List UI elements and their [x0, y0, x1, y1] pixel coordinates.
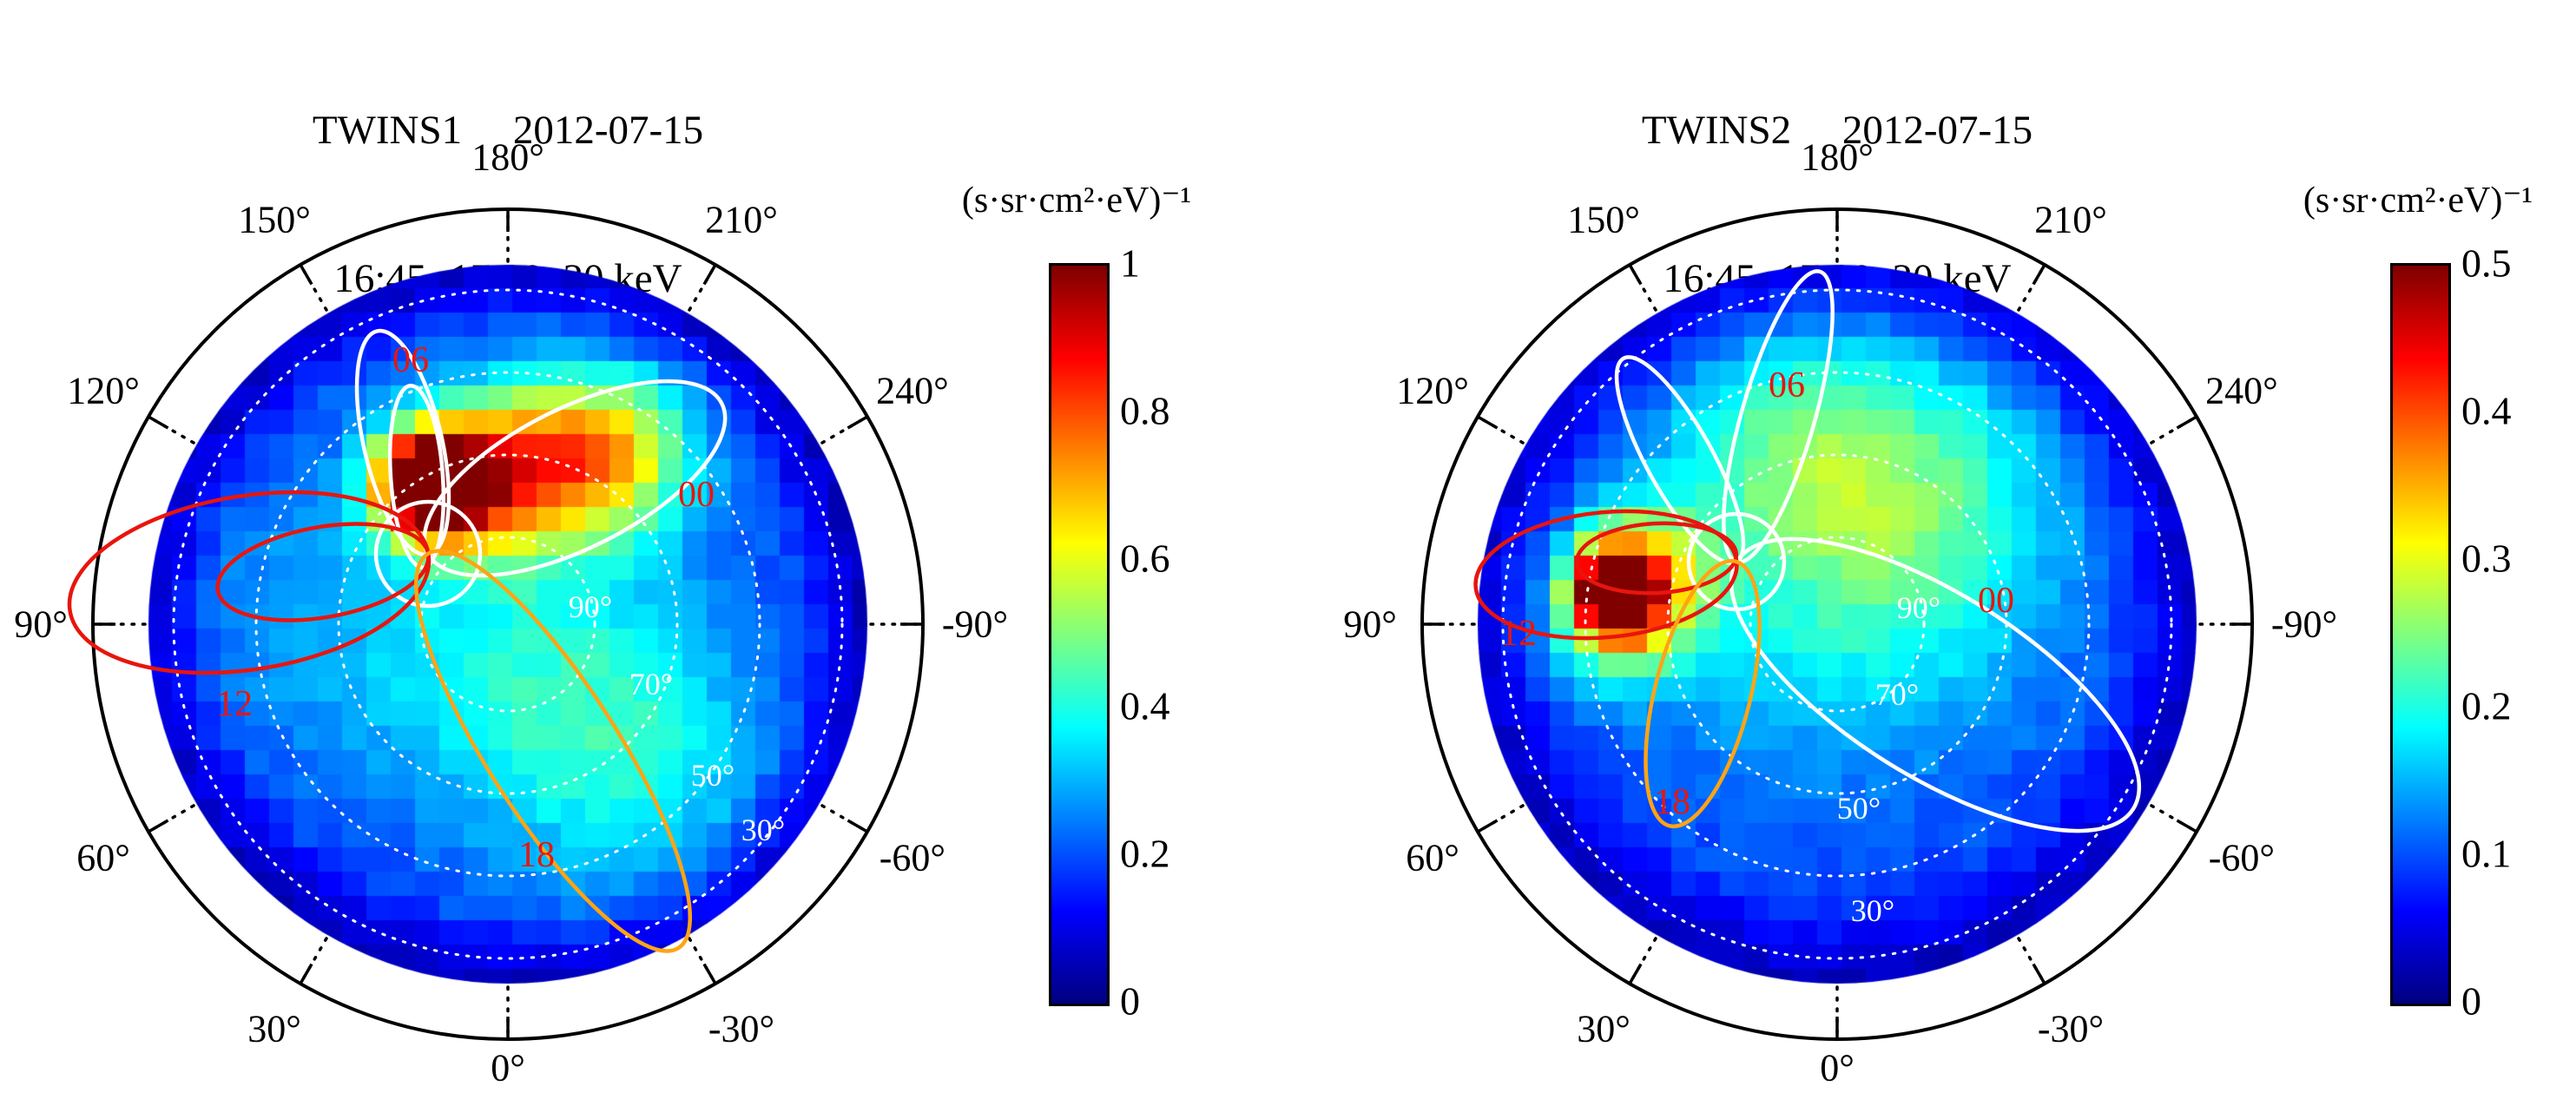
twins1-colorbar-unit-label: (s·sr·cm²·eV)⁻¹ — [961, 181, 1192, 221]
azimuth-label: 0° — [1820, 1047, 1855, 1090]
azimuth-label: 0° — [491, 1047, 525, 1090]
twins1-colorbar — [1049, 263, 1110, 1006]
azimuth-label: 30° — [247, 1007, 301, 1050]
azimuth-label: -90° — [2271, 603, 2337, 646]
colorbar-tick-label: 0.6 — [1120, 536, 1170, 581]
twins2-colorbar — [2390, 263, 2451, 1006]
azimuth-label: -60° — [2209, 837, 2275, 879]
colorbar-tick-label: 0.4 — [1120, 683, 1170, 728]
twins2-title-line1: TWINS2 2012-07-15 — [1641, 108, 2033, 153]
azimuth-label: 90° — [1343, 603, 1397, 646]
twins2-colorbar-unit-label: (s·sr·cm²·eV)⁻¹ — [2303, 181, 2533, 221]
colorbar-tick-label: 0 — [2461, 978, 2481, 1024]
colorbar-tick-label: 1 — [1120, 240, 1140, 286]
azimuth-label: 90° — [14, 603, 68, 646]
azimuth-label: 60° — [1406, 837, 1459, 879]
twins1-heatmap-canvas — [148, 264, 868, 984]
colorbar-tick-label: 0 — [1120, 978, 1140, 1024]
colorbar-tick-label: 0.1 — [2461, 831, 2512, 876]
azimuth-label: 30° — [1577, 1007, 1631, 1050]
azimuth-label: -60° — [880, 837, 945, 879]
azimuth-label: -30° — [2038, 1007, 2104, 1050]
colorbar-tick-label: 0.5 — [2461, 240, 2512, 286]
azimuth-label: -90° — [942, 603, 1008, 646]
colorbar-tick-label: 0.2 — [1120, 831, 1170, 876]
colorbar-tick-label: 0.3 — [2461, 536, 2512, 581]
colorbar-tick-label: 0.4 — [2461, 388, 2512, 433]
twins1-title-line1: TWINS1 2012-07-15 — [312, 108, 704, 153]
colorbar-tick-label: 0.8 — [1120, 388, 1170, 433]
azimuth-label: 60° — [76, 837, 130, 879]
colorbar-tick-label: 0.2 — [2461, 683, 2512, 728]
twins2-heatmap-canvas — [1477, 264, 2197, 984]
azimuth-label: -30° — [708, 1007, 774, 1050]
